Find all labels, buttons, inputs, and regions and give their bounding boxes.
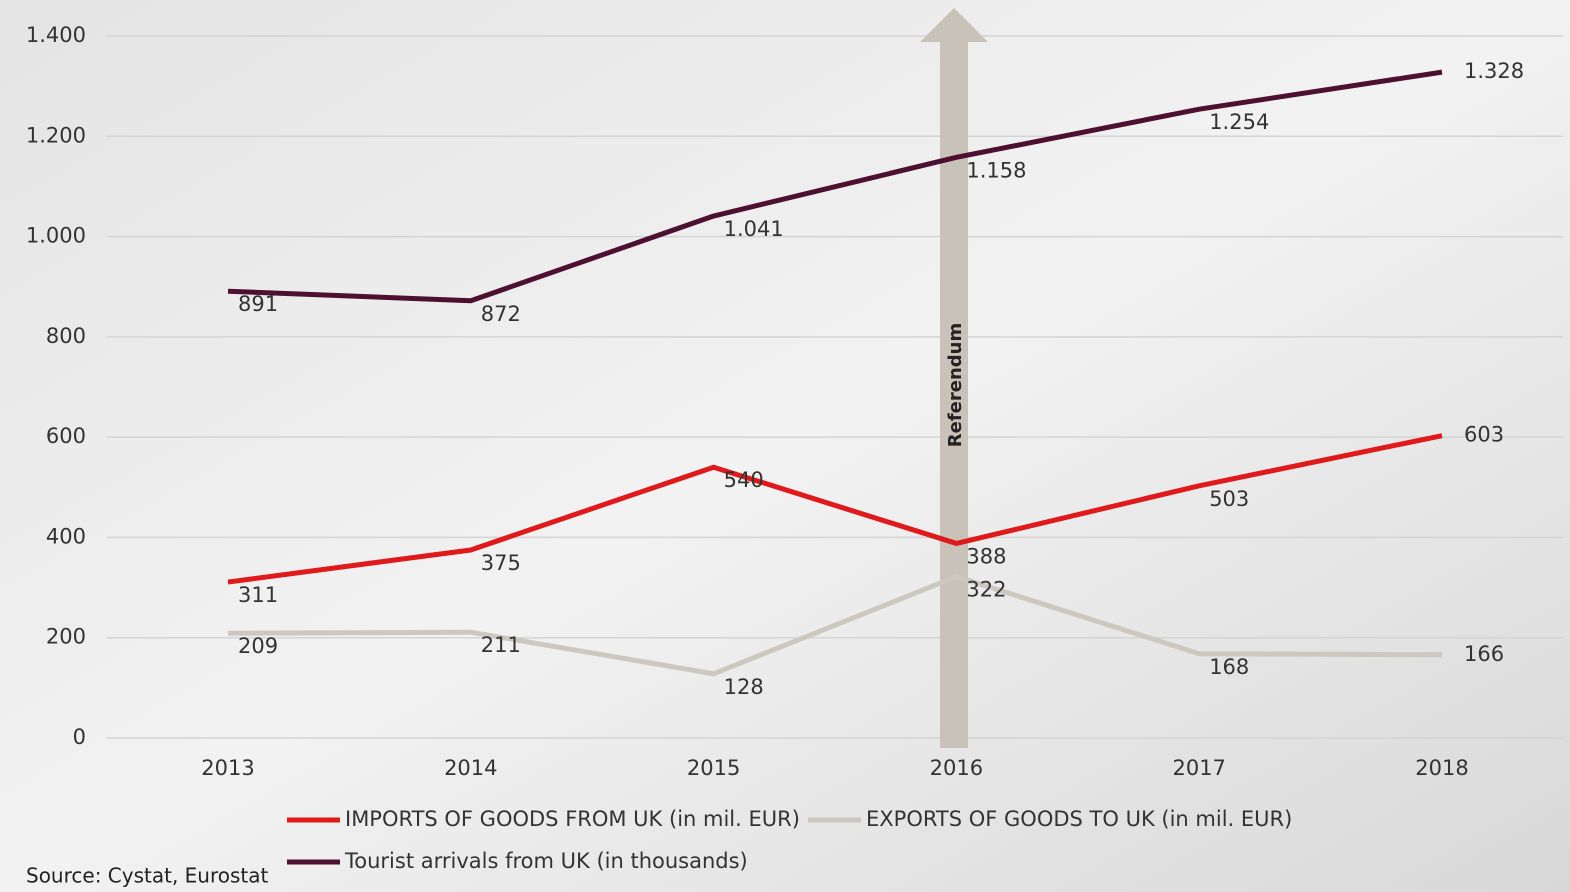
data-label: 891: [238, 292, 278, 316]
data-label: 211: [481, 633, 521, 657]
data-label: 209: [238, 634, 278, 658]
y-tick-label: 1.400: [26, 23, 86, 47]
data-label: 540: [724, 468, 764, 492]
legend-label: IMPORTS OF GOODS FROM UK (in mil. EUR): [345, 807, 800, 831]
legend-label: Tourist arrivals from UK (in thousands): [344, 849, 748, 873]
data-label: 503: [1209, 487, 1249, 511]
data-label: 1.328: [1464, 59, 1524, 83]
data-label: 1.158: [966, 158, 1026, 182]
data-label: 311: [238, 583, 278, 607]
y-tick-label: 1.000: [26, 224, 86, 248]
y-tick-label: 200: [46, 625, 86, 649]
x-tick-label: 2017: [1172, 756, 1225, 780]
annotation: Referendum: [945, 323, 966, 447]
x-tick-label: 2015: [687, 756, 740, 780]
grid: [106, 35, 1564, 739]
data-label: 375: [481, 551, 521, 575]
data-label: 603: [1464, 423, 1504, 447]
x-tick-label: 2016: [930, 756, 983, 780]
series-line: [227, 69, 1443, 304]
data-label: 872: [481, 302, 521, 326]
referendum-arrow: [920, 8, 988, 748]
data-label: 322: [966, 578, 1006, 602]
data-label: 166: [1464, 642, 1504, 666]
x-tick-label: 2018: [1415, 756, 1468, 780]
x-tick-label: 2014: [444, 756, 497, 780]
source: Source: Cystat, Eurostat: [26, 864, 269, 888]
data-label: 1.041: [724, 217, 784, 241]
y-tick-label: 0: [73, 725, 86, 749]
y-tick-label: 600: [46, 424, 86, 448]
series-line: [227, 433, 1443, 585]
data-label: 388: [966, 544, 1006, 568]
x-tick-label: 2013: [201, 756, 254, 780]
y-tick-label: 800: [46, 324, 86, 348]
series-line: [227, 574, 1443, 677]
data-label: 128: [724, 675, 764, 699]
data-label: 1.254: [1209, 110, 1269, 134]
y-tick-label: 400: [46, 524, 86, 548]
legend-label: EXPORTS OF GOODS TO UK (in mil. EUR): [866, 807, 1292, 831]
y-tick-label: 1.200: [26, 123, 86, 147]
data-label: 168: [1209, 655, 1249, 679]
